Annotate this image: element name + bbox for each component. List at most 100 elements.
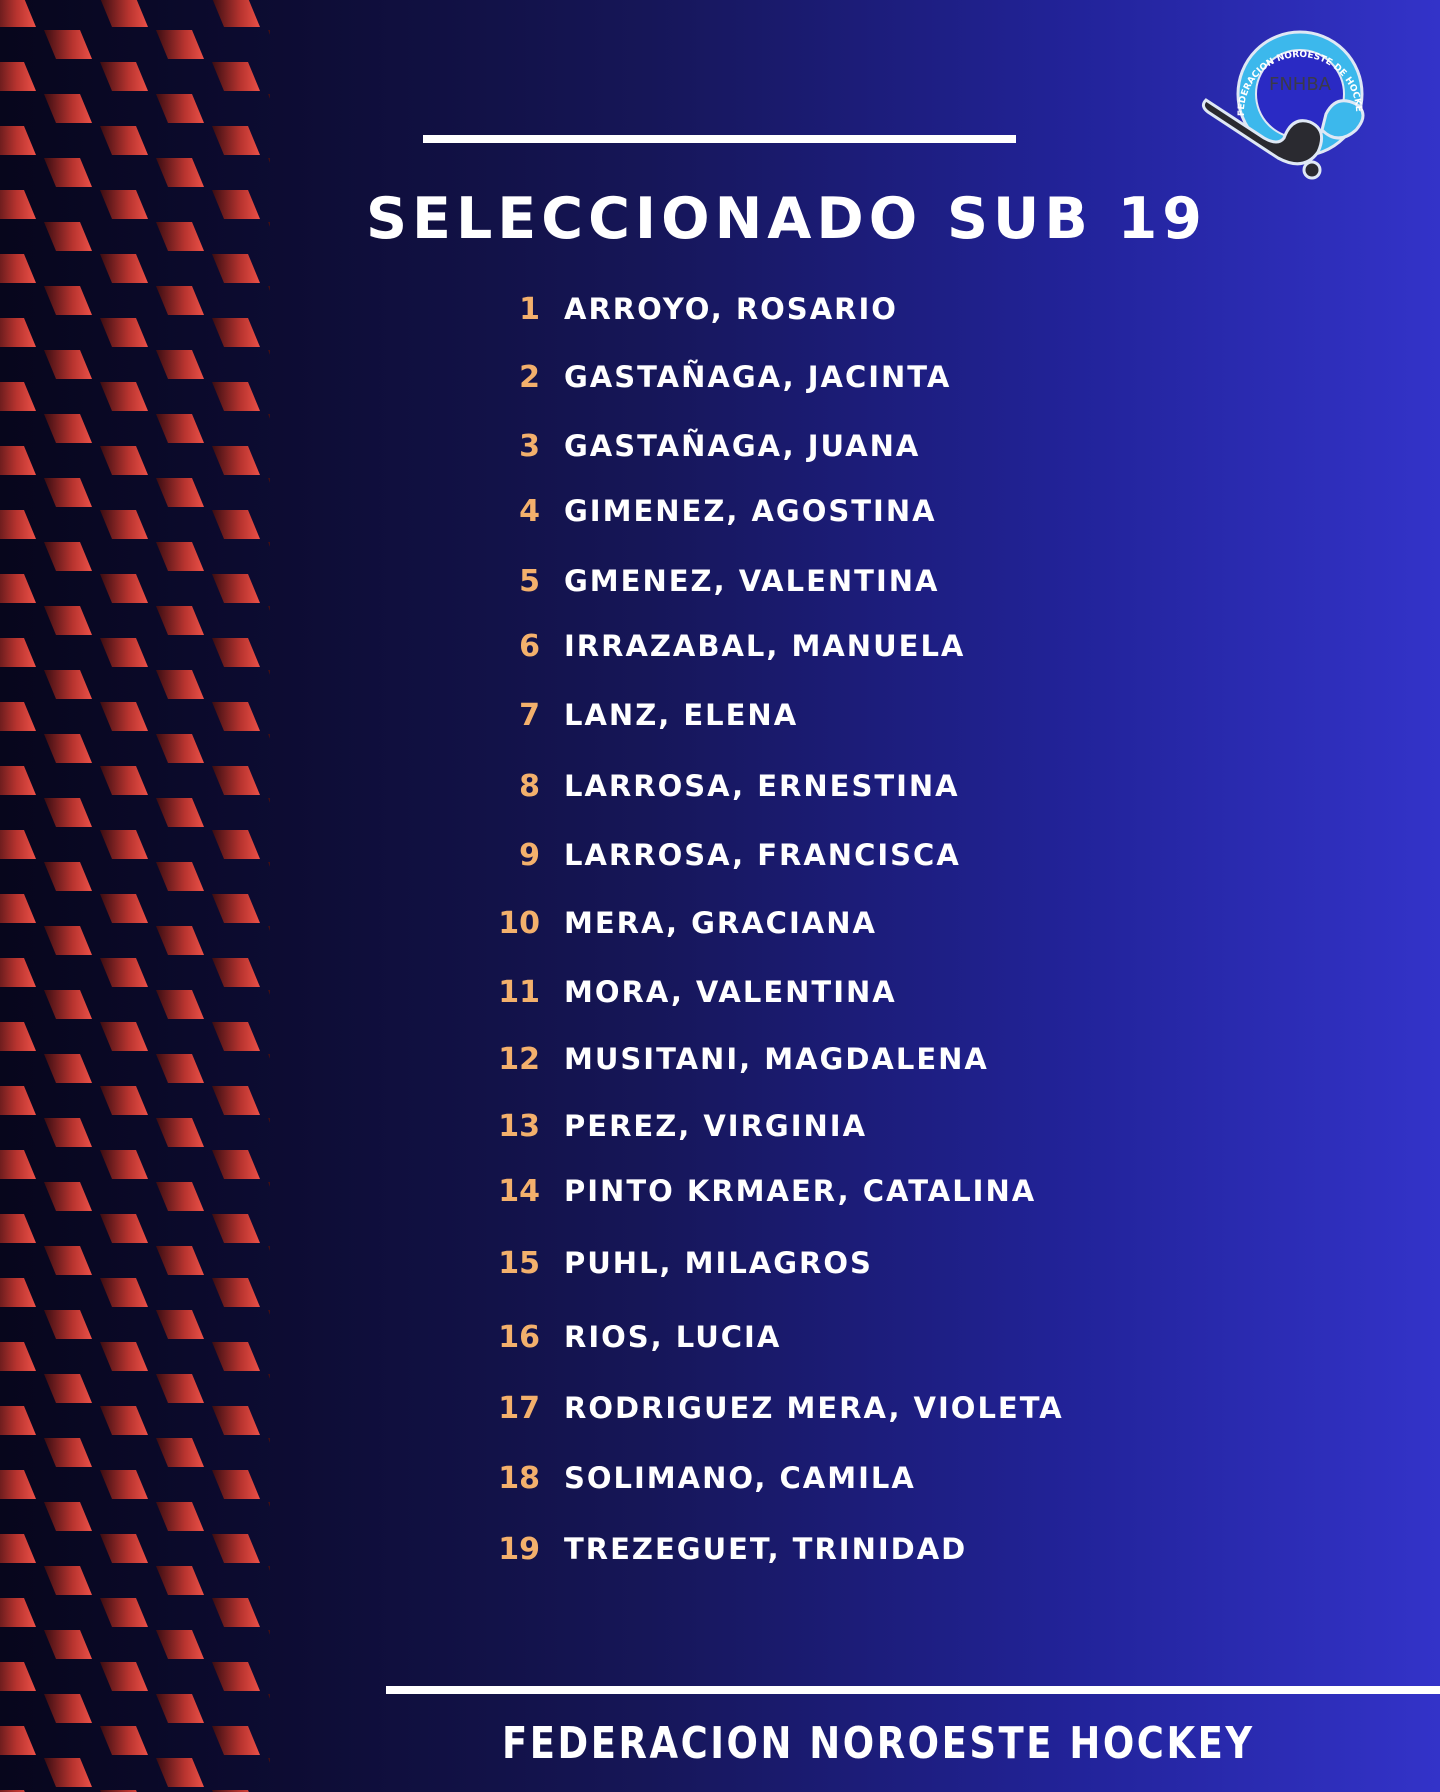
pattern-tile	[0, 62, 36, 91]
pattern-tile	[212, 638, 260, 667]
pattern-tile	[0, 1726, 36, 1755]
player-number: 9	[519, 837, 540, 873]
player-row: 17 RODRIGUEZ MERA, VIOLETA	[470, 1388, 1064, 1428]
player-name: LANZ, ELENA	[564, 698, 799, 732]
pattern-tile	[212, 1470, 260, 1499]
pattern-tile	[0, 1470, 36, 1499]
pattern-tile	[100, 1534, 148, 1563]
player-row: 16 RIOS, LUCIA	[470, 1317, 781, 1357]
player-name: MUSITANI, MAGDALENA	[564, 1042, 989, 1076]
pattern-tile	[268, 414, 270, 419]
pattern-tile	[0, 958, 36, 987]
decorative-pattern	[0, 0, 270, 1792]
pattern-tile	[44, 1694, 92, 1723]
pattern-tile	[44, 1630, 92, 1659]
player-name: PEREZ, VIRGINIA	[564, 1109, 868, 1143]
pattern-tile	[156, 1374, 204, 1403]
pattern-tile	[100, 766, 148, 795]
player-name: TREZEGUET, TRINIDAD	[564, 1532, 968, 1566]
pattern-tile	[156, 990, 204, 1019]
pattern-tile	[0, 830, 36, 859]
pattern-tile	[268, 1054, 270, 1059]
player-number: 4	[519, 493, 540, 529]
player-number: 10	[498, 905, 540, 941]
pattern-tile	[268, 30, 270, 35]
pattern-tile	[100, 1214, 148, 1243]
pattern-tile	[0, 702, 36, 731]
pattern-tile	[100, 1662, 148, 1691]
pattern-tile	[156, 798, 204, 827]
pattern-tile	[212, 702, 260, 731]
pattern-tile	[44, 990, 92, 1019]
footer-text: FEDERACION NOROESTE HOCKEY	[502, 1718, 1255, 1769]
player-number: 3	[519, 428, 540, 464]
pattern-tile	[100, 126, 148, 155]
pattern-tile	[212, 766, 260, 795]
pattern-tile	[268, 1758, 270, 1763]
player-row: 7 LANZ, ELENA	[470, 695, 798, 735]
pattern-tile	[0, 638, 36, 667]
pattern-tile	[212, 318, 260, 347]
player-row: 2 GASTAÑAGA, JACINTA	[470, 357, 951, 397]
pattern-tile	[100, 1150, 148, 1179]
player-row: 18 SOLIMANO, CAMILA	[470, 1458, 916, 1498]
player-row: 8 LARROSA, ERNESTINA	[470, 766, 960, 806]
pattern-tile	[268, 542, 270, 547]
pattern-tile	[212, 254, 260, 283]
pattern-tile	[0, 126, 36, 155]
pattern-tile	[156, 94, 204, 123]
pattern-tile	[268, 1438, 270, 1443]
pattern-tile	[0, 1342, 36, 1371]
pattern-tile	[44, 1054, 92, 1083]
pattern-tile	[100, 190, 148, 219]
pattern-tile	[156, 1246, 204, 1275]
pattern-tile	[156, 1182, 204, 1211]
pattern-tile	[156, 1694, 204, 1723]
pattern-tile	[268, 1566, 270, 1571]
pattern-tile	[44, 94, 92, 123]
pattern-tile	[156, 414, 204, 443]
logo-center-text: FNHBA	[1269, 74, 1332, 95]
player-number: 16	[498, 1319, 540, 1355]
player-row: 11 MORA, VALENTINA	[470, 972, 897, 1012]
player-row: 5 GMENEZ, VALENTINA	[470, 561, 939, 601]
pattern-tile	[268, 1374, 270, 1379]
pattern-tile	[0, 1086, 36, 1115]
player-name: PUHL, MILAGROS	[564, 1246, 873, 1280]
pattern-tile	[44, 862, 92, 891]
pattern-tile	[44, 1758, 92, 1787]
pattern-tile	[212, 446, 260, 475]
pattern-tile	[44, 350, 92, 379]
player-name: GMENEZ, VALENTINA	[564, 564, 940, 598]
pattern-tile	[0, 510, 36, 539]
pattern-tile	[156, 158, 204, 187]
player-number: 11	[498, 974, 540, 1010]
player-number: 13	[498, 1108, 540, 1144]
pattern-tile	[268, 1182, 270, 1187]
player-name: LARROSA, FRANCISCA	[564, 838, 961, 872]
pattern-tile	[0, 1598, 36, 1627]
pattern-tile	[0, 1150, 36, 1179]
top-divider	[423, 135, 1016, 143]
pattern-tile	[268, 606, 270, 611]
player-name: LARROSA, ERNESTINA	[564, 769, 960, 803]
pattern-tile	[268, 670, 270, 675]
player-number: 7	[519, 697, 540, 733]
pattern-tile	[0, 1022, 36, 1051]
pattern-tile	[44, 158, 92, 187]
player-number: 2	[519, 359, 540, 395]
pattern-tile	[100, 1726, 148, 1755]
pattern-tile	[156, 478, 204, 507]
player-number: 6	[519, 628, 540, 664]
pattern-tile	[212, 382, 260, 411]
pattern-tile	[156, 1054, 204, 1083]
pattern-tile	[212, 1278, 260, 1307]
player-row: 3 GASTAÑAGA, JUANA	[470, 426, 920, 466]
pattern-tile	[212, 1662, 260, 1691]
pattern-tile	[100, 62, 148, 91]
pattern-tile	[268, 734, 270, 739]
pattern-tile	[156, 734, 204, 763]
pattern-tile	[156, 542, 204, 571]
pattern-tile	[156, 1758, 204, 1787]
pattern-tile	[268, 1694, 270, 1699]
